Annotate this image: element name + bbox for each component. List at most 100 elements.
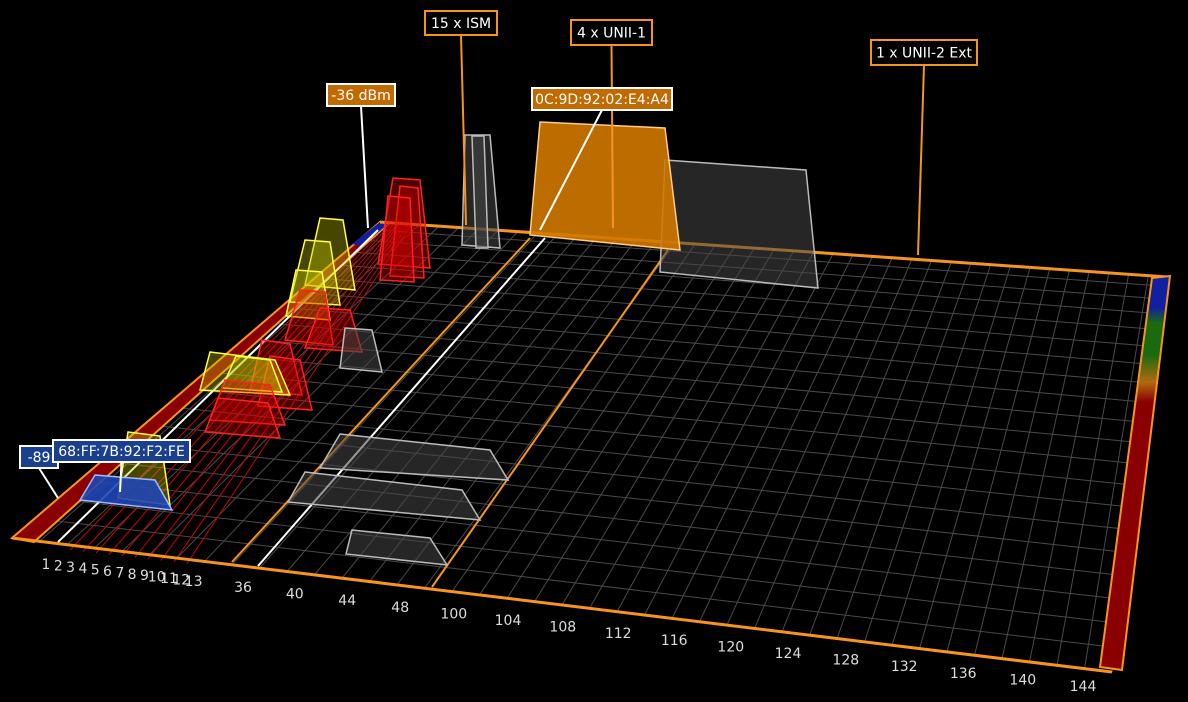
callout-line bbox=[539, 109, 603, 231]
grid-line bbox=[205, 371, 1142, 465]
callouts: 15 x ISM 4 x UNII-1 1 x UNII-2 Ext -36 dBm 0… bbox=[19, 10, 978, 499]
channel-label: 7 bbox=[115, 565, 124, 581]
grid-line bbox=[506, 246, 736, 599]
grid-line bbox=[451, 243, 696, 592]
channel-label: 112 bbox=[605, 626, 632, 642]
callout-box bbox=[52, 439, 191, 463]
channel-label: 12 bbox=[172, 572, 190, 588]
grid-line bbox=[836, 263, 972, 639]
grid-line bbox=[754, 258, 913, 629]
channel-label: 104 bbox=[495, 613, 522, 629]
grid-line bbox=[1001, 271, 1090, 659]
callout-text: 68:FF:7B:92:F2:FE bbox=[58, 444, 185, 460]
callout-box bbox=[870, 39, 978, 66]
signal-shape bbox=[286, 471, 482, 521]
grid-line bbox=[561, 249, 775, 606]
grid-line bbox=[330, 263, 1161, 331]
channel-label: 36 bbox=[234, 580, 252, 596]
grid-line bbox=[644, 253, 834, 616]
grid-line bbox=[616, 252, 814, 612]
signal-shape bbox=[220, 355, 284, 393]
signal-shape bbox=[389, 185, 425, 279]
grid-line bbox=[891, 265, 1011, 646]
band-divider bbox=[257, 237, 546, 567]
grid-line bbox=[396, 240, 657, 586]
channel-label: 108 bbox=[549, 620, 576, 636]
grid-line bbox=[57, 498, 1119, 624]
callout-line bbox=[119, 461, 123, 493]
grid-line bbox=[123, 442, 1129, 554]
grid-line bbox=[79, 479, 1123, 600]
grid-line bbox=[231, 232, 538, 566]
grid-line bbox=[781, 260, 933, 632]
callout-line bbox=[38, 467, 59, 499]
channel-label: 11 bbox=[160, 571, 178, 587]
signal-shape bbox=[339, 327, 383, 373]
callout-line bbox=[460, 34, 467, 226]
channel-label: 8 bbox=[128, 567, 137, 583]
band-divider bbox=[431, 249, 669, 588]
signal-shape bbox=[377, 177, 431, 269]
grid-line bbox=[699, 256, 873, 622]
callout-text: -36 dBm bbox=[331, 88, 390, 104]
grid-line bbox=[259, 234, 558, 569]
channel-label: 124 bbox=[775, 646, 802, 662]
grid-line bbox=[185, 388, 1139, 487]
grid-line bbox=[1029, 272, 1110, 663]
grid-line bbox=[244, 337, 1148, 424]
grid-line bbox=[176, 229, 499, 559]
channel-label: 3 bbox=[66, 560, 75, 576]
channel-label: 136 bbox=[950, 666, 977, 682]
channel-label: 1 bbox=[42, 557, 51, 573]
channel-label: 6 bbox=[103, 564, 112, 580]
grid-line bbox=[280, 306, 1153, 384]
grid-line bbox=[165, 405, 1136, 509]
grid-line bbox=[298, 291, 1156, 366]
callout-box bbox=[531, 87, 673, 111]
floor-edge bbox=[11, 536, 1113, 674]
grid-line bbox=[589, 250, 795, 609]
callout-text: -89 bbox=[28, 450, 51, 466]
grid-line bbox=[671, 254, 854, 619]
grid-line bbox=[101, 460, 1126, 577]
callout-line bbox=[360, 105, 369, 229]
channel-label: 120 bbox=[717, 639, 744, 655]
grid-line bbox=[726, 257, 893, 626]
callout-text: 1 x UNII-2 Ext bbox=[876, 46, 973, 62]
signals bbox=[78, 121, 819, 566]
channel-label: 5 bbox=[91, 563, 100, 579]
edge-band bbox=[352, 222, 388, 246]
channel-label: 2 bbox=[54, 558, 63, 574]
signal-shape bbox=[471, 135, 489, 249]
channel-label: 116 bbox=[661, 633, 688, 649]
channel-label: 10 bbox=[148, 570, 166, 586]
signal-shape bbox=[78, 474, 174, 511]
channel-label: 128 bbox=[832, 653, 859, 669]
signal-shape bbox=[203, 397, 282, 439]
grid-line bbox=[1084, 275, 1149, 669]
callout-line bbox=[917, 64, 925, 256]
channel-label: 40 bbox=[286, 587, 304, 603]
grid-line bbox=[286, 235, 578, 572]
grid-line bbox=[919, 267, 1031, 649]
grid-line bbox=[809, 261, 952, 636]
callout-box bbox=[570, 19, 653, 46]
grid-line bbox=[1056, 274, 1130, 666]
grid-line bbox=[946, 268, 1051, 653]
grid-line bbox=[974, 270, 1070, 656]
channel-label: 4 bbox=[78, 561, 87, 577]
band-divider bbox=[231, 237, 531, 563]
grid-line bbox=[369, 239, 637, 582]
grid-line bbox=[479, 245, 716, 596]
callout-line bbox=[610, 44, 614, 229]
callout-text: 15 x ISM bbox=[431, 16, 491, 32]
channel-label: 132 bbox=[891, 659, 918, 675]
grid-line bbox=[345, 251, 1163, 315]
callout-box bbox=[326, 83, 396, 107]
color-scale bbox=[1098, 274, 1172, 672]
grid-line bbox=[534, 247, 755, 602]
channel-label: 44 bbox=[338, 593, 356, 609]
grid-line bbox=[314, 236, 598, 576]
